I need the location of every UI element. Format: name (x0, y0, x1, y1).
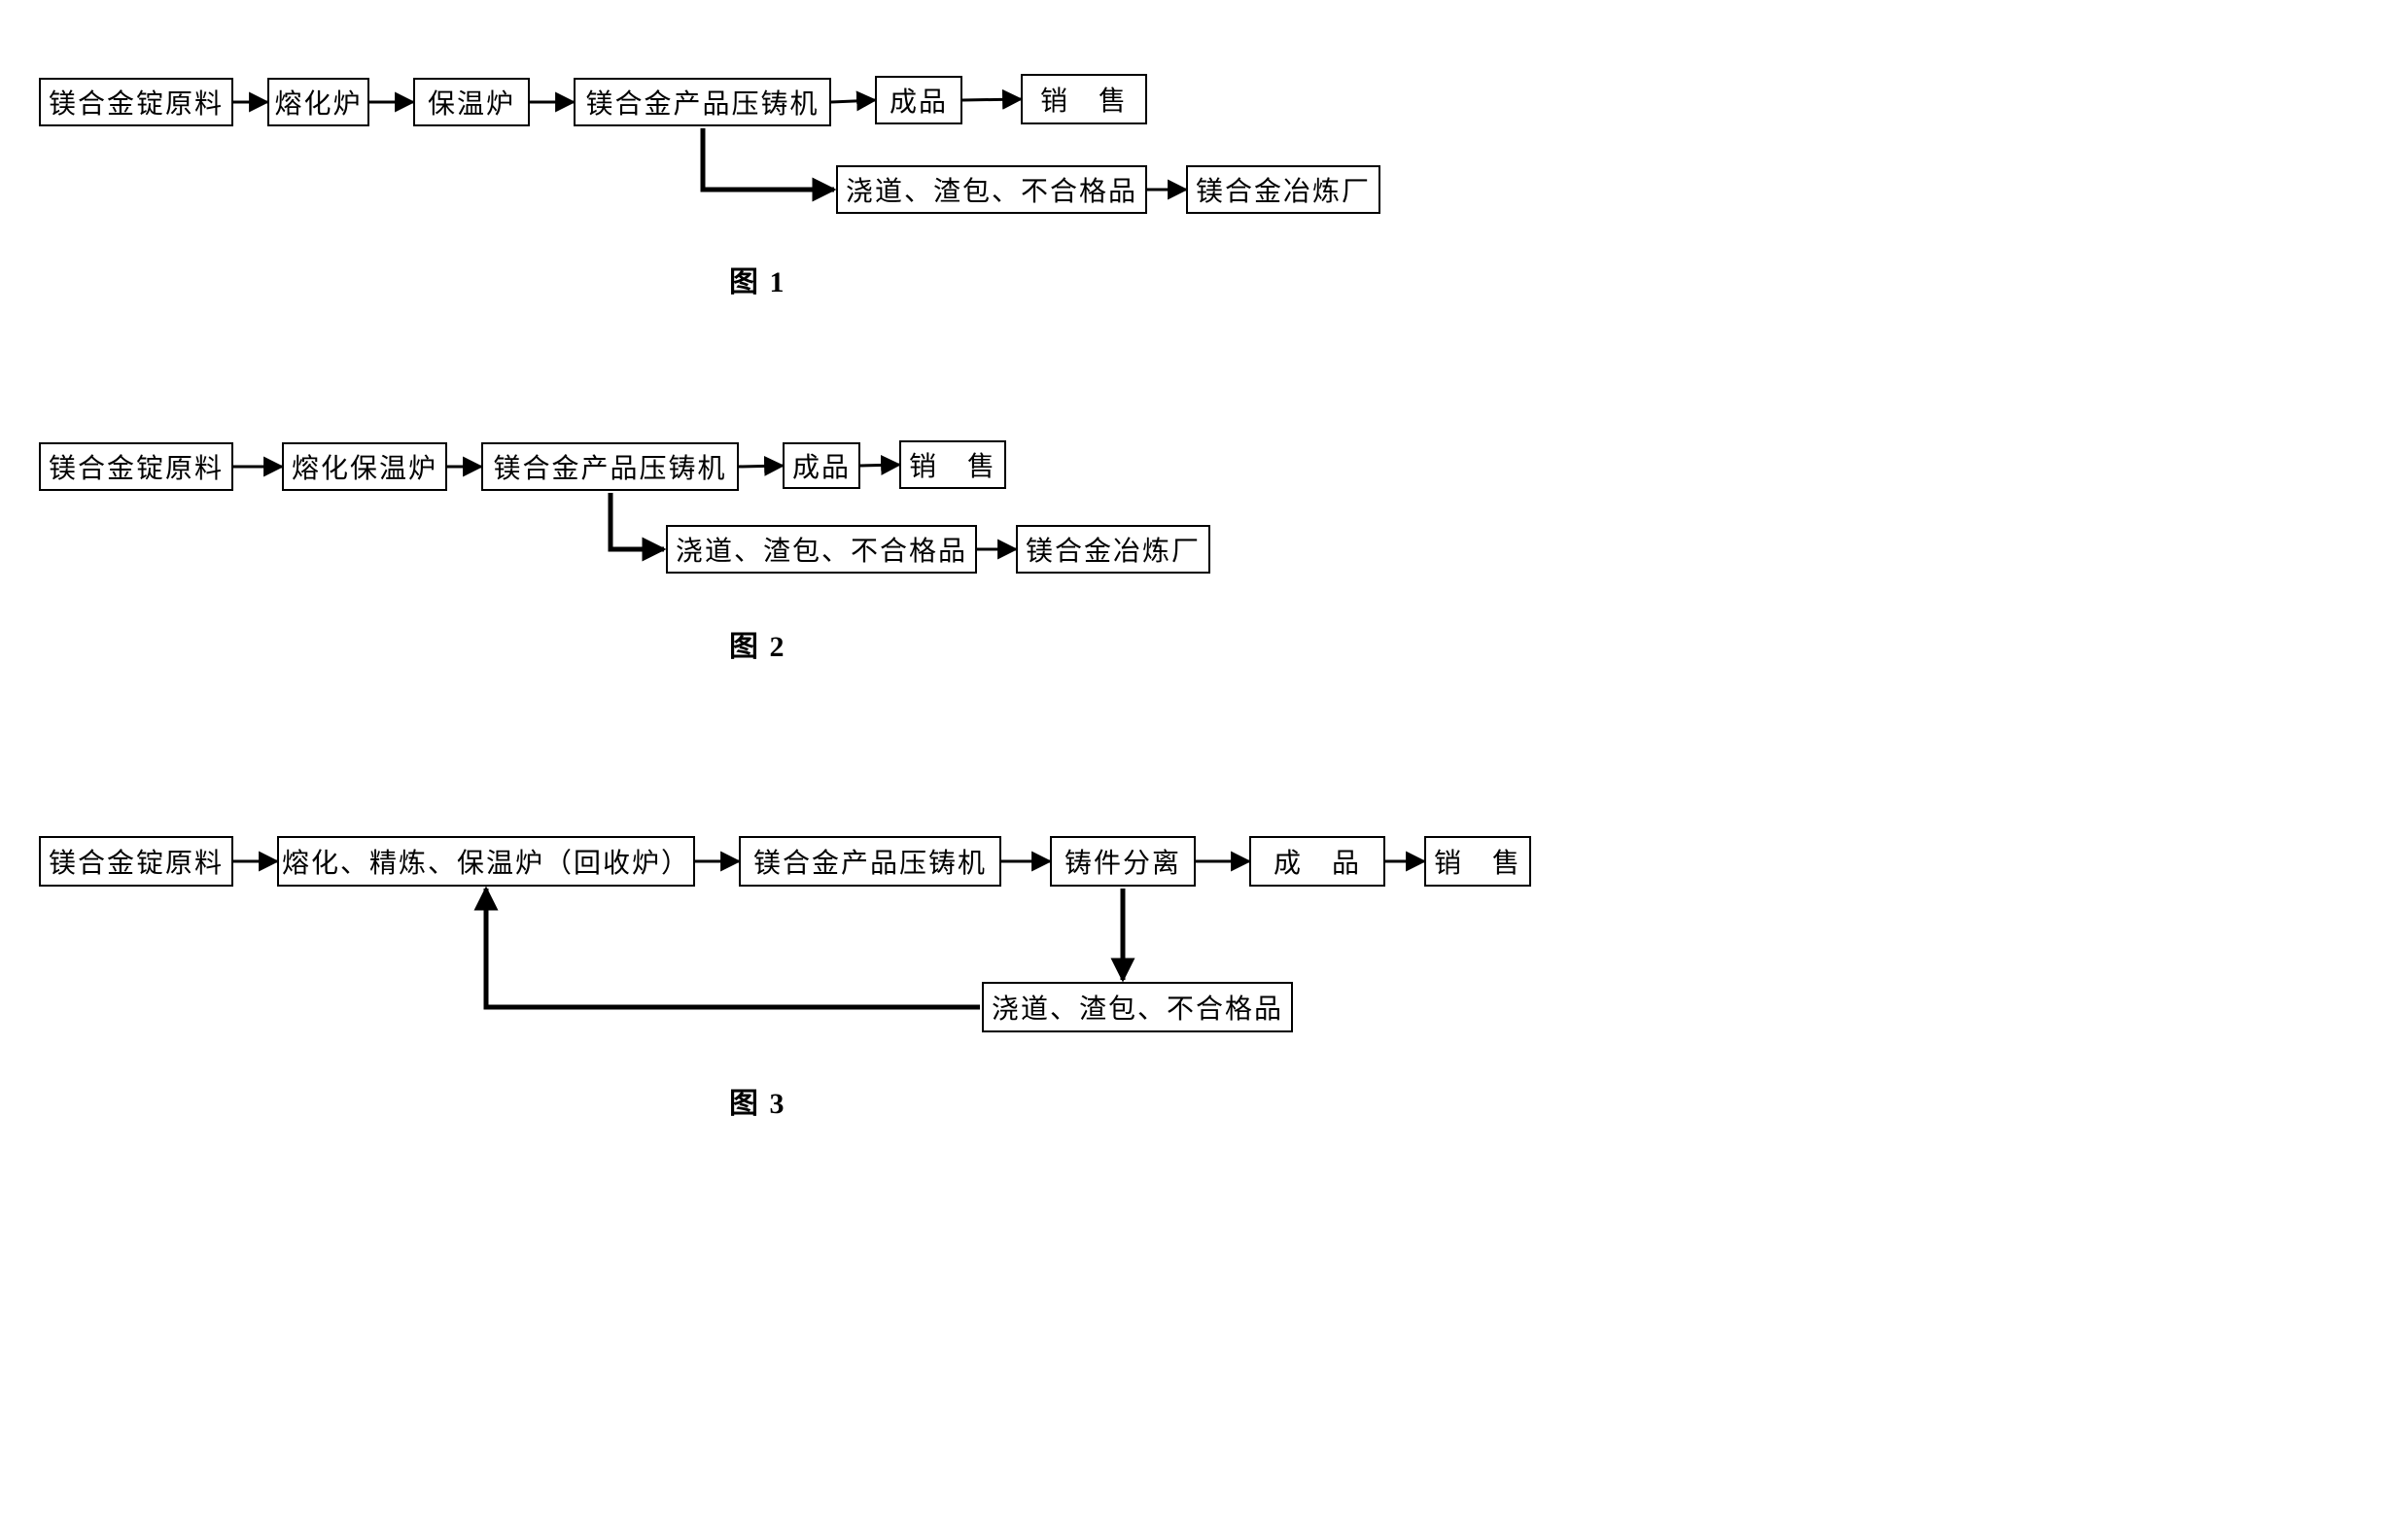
flowchart-node: 销 售 (899, 440, 1006, 489)
flow-arrow (962, 99, 1021, 100)
flowchart-node: 销 售 (1424, 836, 1531, 887)
flowchart-node: 镁合金锭原料 (39, 78, 233, 126)
flowchart-node: 镁合金冶炼厂 (1016, 525, 1210, 574)
flowchart-node: 镁合金产品压铸机 (574, 78, 831, 126)
node-label: 销 售 (1434, 842, 1521, 881)
flowchart-node: 镁合金产品压铸机 (481, 442, 739, 491)
node-label: 熔化保温炉 (292, 447, 437, 486)
node-label: 熔化、精炼、保温炉（回收炉） (282, 842, 690, 881)
flow-arrow (831, 100, 875, 102)
flowchart-node: 镁合金产品压铸机 (739, 836, 1001, 887)
node-label: 镁合金冶炼厂 (1026, 530, 1201, 569)
page-canvas: 镁合金锭原料熔化炉保温炉镁合金产品压铸机成品销 售浇道、渣包、不合格品镁合金冶炼… (29, 39, 2408, 1496)
flowchart-node: 浇道、渣包、不合格品 (836, 165, 1147, 214)
flow-elbow-arrow (611, 493, 664, 549)
flowchart-node: 熔化炉 (267, 78, 369, 126)
node-label: 销 售 (1040, 80, 1128, 119)
flowchart-node: 浇道、渣包、不合格品 (982, 982, 1293, 1032)
flowchart-node: 销 售 (1021, 74, 1147, 124)
flowchart-node: 成品 (783, 442, 860, 489)
figure-caption: 图 2 (729, 622, 786, 665)
flow-arrow (860, 465, 899, 466)
flowchart-node: 熔化、精炼、保温炉（回收炉） (277, 836, 695, 887)
node-label: 镁合金产品压铸机 (585, 83, 819, 122)
flowchart-node: 镁合金冶炼厂 (1186, 165, 1380, 214)
node-label: 保温炉 (428, 83, 515, 122)
flowchart-node: 镁合金锭原料 (39, 442, 233, 491)
edges-layer (29, 39, 2408, 1496)
flowchart-node: 铸件分离 (1050, 836, 1196, 887)
flow-elbow-arrow (703, 128, 834, 190)
node-label: 镁合金冶炼厂 (1196, 170, 1371, 209)
node-label: 浇道、渣包、不合格品 (846, 170, 1137, 209)
node-label: 镁合金锭原料 (49, 842, 224, 881)
flow-elbow-arrow (486, 889, 980, 1007)
figure-caption: 图 3 (729, 1079, 786, 1122)
node-label: 浇道、渣包、不合格品 (992, 988, 1283, 1027)
flowchart-node: 浇道、渣包、不合格品 (666, 525, 977, 574)
node-label: 成 品 (1274, 842, 1361, 881)
node-label: 镁合金锭原料 (49, 447, 224, 486)
node-label: 熔化炉 (274, 83, 362, 122)
node-label: 成品 (890, 81, 948, 120)
node-label: 成品 (792, 446, 851, 485)
figure-caption: 图 1 (729, 258, 786, 300)
node-label: 镁合金锭原料 (49, 83, 224, 122)
flowchart-node: 保温炉 (413, 78, 530, 126)
node-label: 浇道、渣包、不合格品 (676, 530, 967, 569)
flowchart-node: 镁合金锭原料 (39, 836, 233, 887)
node-label: 镁合金产品压铸机 (753, 842, 987, 881)
flow-arrow (739, 466, 783, 467)
node-label: 销 售 (909, 445, 996, 484)
flowchart-node: 熔化保温炉 (282, 442, 447, 491)
flowchart-node: 成 品 (1249, 836, 1385, 887)
node-label: 铸件分离 (1064, 842, 1181, 881)
node-label: 镁合金产品压铸机 (493, 447, 726, 486)
flowchart-node: 成品 (875, 76, 962, 124)
